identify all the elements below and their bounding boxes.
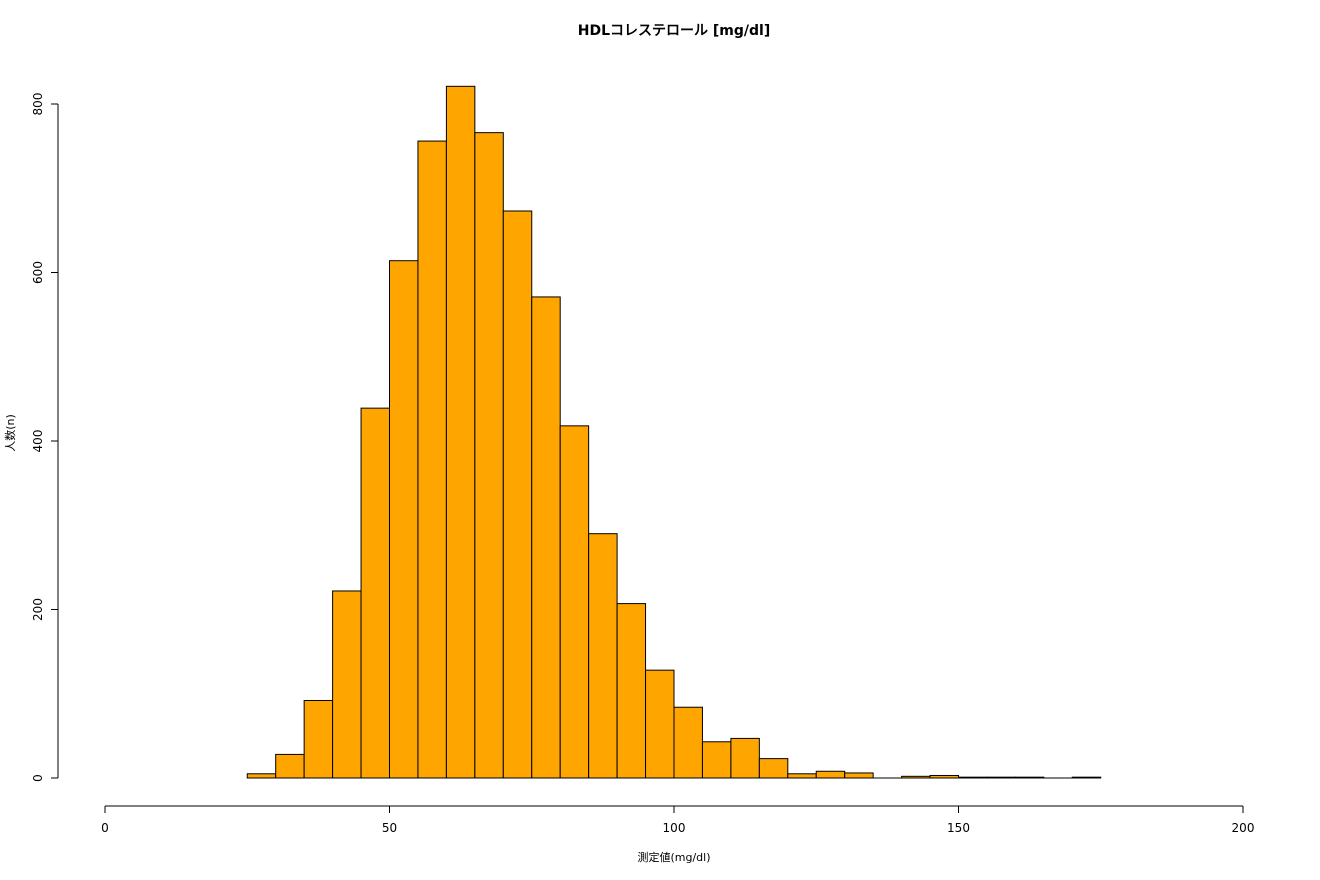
histogram-bar xyxy=(303,699,334,779)
histogram-bar xyxy=(787,773,817,779)
histogram-bar xyxy=(417,140,447,779)
x-tick-label: 0 xyxy=(101,821,109,835)
y-tick-label: 600 xyxy=(31,261,45,284)
bars-group xyxy=(246,85,1102,779)
histogram-bar xyxy=(645,669,675,779)
histogram-bar xyxy=(474,132,504,779)
y-axis: 0 200 400 600 800 xyxy=(31,93,59,782)
histogram-bar xyxy=(445,85,476,779)
x-axis-label: 測定値(mg/dl) xyxy=(637,850,710,864)
histogram-bar xyxy=(332,590,362,779)
histogram-bar xyxy=(389,260,419,779)
histogram-bar xyxy=(502,210,533,779)
histogram-bar xyxy=(588,533,618,779)
y-axis-label: 人数(n) xyxy=(4,414,17,452)
histogram-bar xyxy=(616,603,647,779)
histogram-bar xyxy=(1014,776,1045,779)
chart-title: HDLコレステロール [mg/dl] xyxy=(578,23,770,39)
histogram-bar xyxy=(986,776,1016,779)
histogram-bar xyxy=(531,296,561,779)
histogram-bar xyxy=(958,776,988,779)
histogram-bar xyxy=(1071,776,1102,779)
histogram-bar xyxy=(929,774,959,779)
histogram-bar xyxy=(275,753,305,779)
x-tick-label: 150 xyxy=(947,821,970,835)
histogram-bar xyxy=(815,770,846,779)
x-tick-label: 200 xyxy=(1232,821,1255,835)
histogram-bar xyxy=(758,758,789,779)
histogram-bar xyxy=(360,407,390,779)
histogram-bar xyxy=(901,775,931,779)
x-tick-label: 50 xyxy=(382,821,397,835)
y-tick-label: 800 xyxy=(31,93,45,116)
histogram-bar xyxy=(673,706,703,779)
histogram-bar xyxy=(559,425,590,779)
x-tick-label: 100 xyxy=(663,821,686,835)
histogram-bar xyxy=(246,773,277,779)
x-axis: 0 50 100 150 200 xyxy=(101,805,1255,835)
histogram-bar xyxy=(730,737,760,779)
y-tick-label: 400 xyxy=(31,430,45,453)
histogram-bar xyxy=(701,741,732,779)
y-tick-label: 200 xyxy=(31,598,45,621)
y-tick-label: 0 xyxy=(31,774,45,782)
histogram-bar xyxy=(844,772,874,779)
